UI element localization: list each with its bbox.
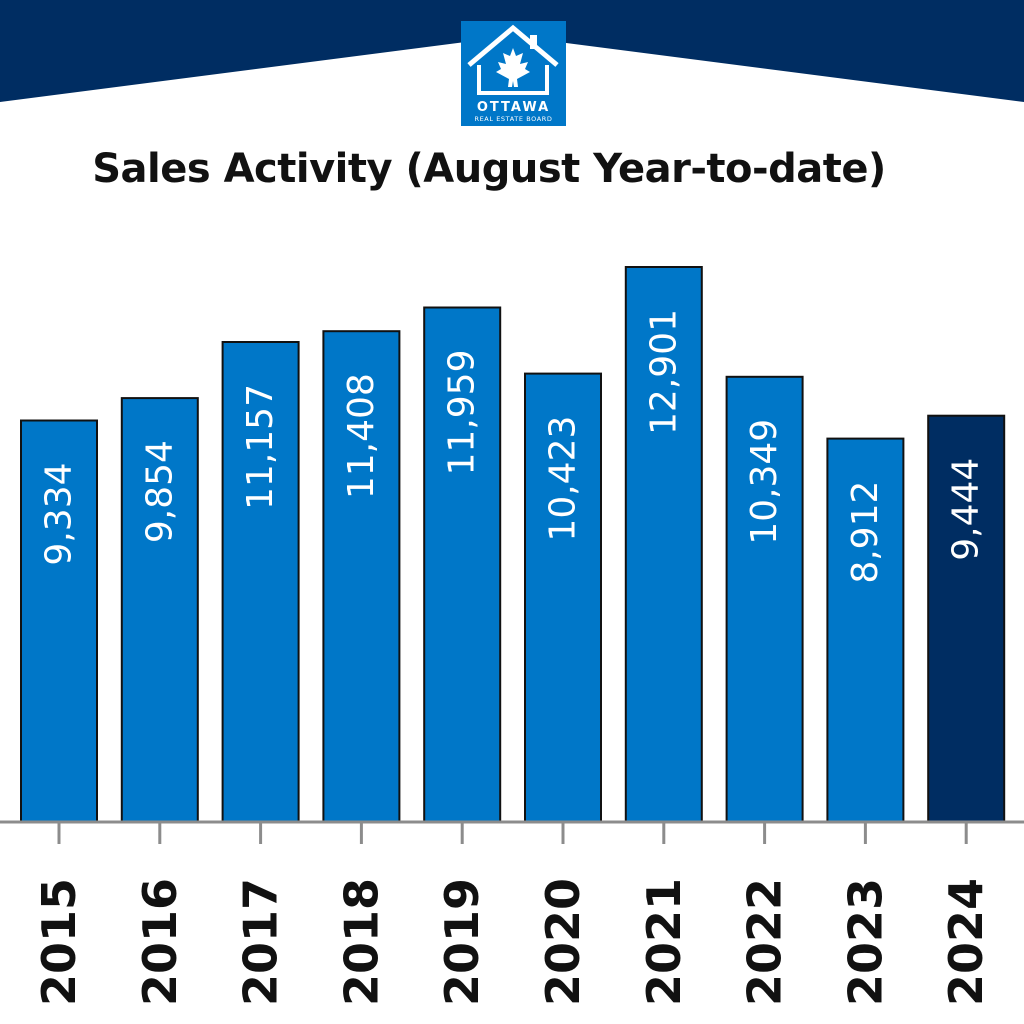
x-tick-label-2024: 2024 bbox=[939, 878, 993, 1006]
data-label-2019: 11,959 bbox=[442, 350, 483, 476]
data-label-2016: 9,854 bbox=[139, 440, 180, 543]
bar-2018 bbox=[322, 330, 401, 823]
data-label-2017: 11,157 bbox=[240, 384, 281, 510]
x-tick-label-2017: 2017 bbox=[234, 878, 288, 1006]
x-tick-label-2023: 2023 bbox=[838, 878, 892, 1006]
banner-shape bbox=[0, 0, 1024, 102]
header-banner bbox=[0, 0, 1024, 102]
house-maple-leaf-icon bbox=[467, 24, 559, 95]
x-axis-labels: 2015 2016 2017 2018 2019 2020 2021 2022 2023 2024 bbox=[32, 878, 993, 1006]
x-tick-label-2015: 2015 bbox=[32, 878, 86, 1006]
bar-2024 bbox=[927, 414, 1006, 823]
x-tick-label-2019: 2019 bbox=[435, 878, 489, 1006]
data-label-2020: 10,423 bbox=[543, 416, 584, 542]
ottawa-real-estate-board-logo: OTTAWA REAL ESTATE BOARD bbox=[461, 21, 566, 126]
x-tick-label-2016: 2016 bbox=[133, 878, 187, 1006]
x-tick-label-2022: 2022 bbox=[738, 878, 792, 1006]
bar-2017 bbox=[221, 341, 300, 823]
bar-2022 bbox=[725, 375, 804, 823]
data-label-2018: 11,408 bbox=[341, 373, 382, 499]
data-label-2022: 10,349 bbox=[744, 419, 785, 545]
x-tick-label-2021: 2021 bbox=[637, 878, 691, 1006]
data-label-2015: 9,334 bbox=[39, 463, 80, 566]
x-axis-ticks bbox=[57, 822, 968, 844]
bar-2016 bbox=[120, 397, 199, 823]
bar-2021 bbox=[624, 266, 703, 823]
data-label-2021: 12,901 bbox=[643, 309, 684, 435]
logo-subtitle: REAL ESTATE BOARD bbox=[474, 115, 553, 123]
data-label-2023: 8,912 bbox=[845, 481, 886, 584]
chart-title: Sales Activity (August Year-to-date) bbox=[92, 146, 886, 192]
bar-2023 bbox=[826, 437, 905, 823]
bars-group: 9,334 9,854 11,157 11,408 11,959 10,423 12,901… bbox=[20, 266, 1006, 823]
x-tick-label-2020: 2020 bbox=[536, 878, 590, 1006]
logo-wordmark: OTTAWA bbox=[476, 100, 551, 115]
x-tick-label-2018: 2018 bbox=[334, 878, 388, 1006]
data-label-2024: 9,444 bbox=[946, 458, 987, 561]
bar-2015 bbox=[20, 419, 98, 823]
